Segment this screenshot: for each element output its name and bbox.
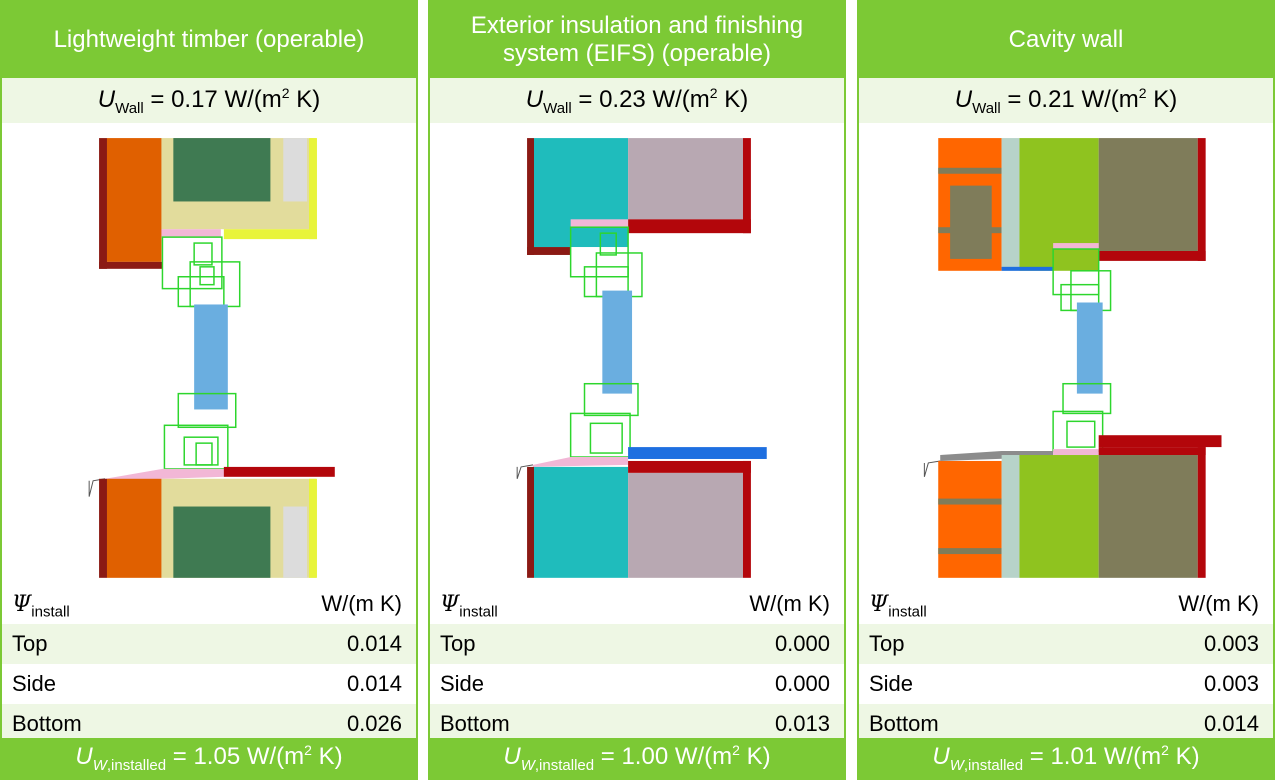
table-row: Top 0.003: [859, 624, 1273, 664]
mortar-joint: [938, 167, 1002, 174]
glass-pane: [194, 304, 228, 410]
window-frame-top: [161, 236, 241, 308]
panel-cavity-wall: Cavity wall UWall = 0.21 W/(m2 K): [857, 0, 1275, 780]
olive-block: [1098, 138, 1198, 251]
psi-header-row: Ψinstall W/(m K): [859, 584, 1273, 624]
green-insulation: [173, 138, 271, 202]
orange-board: [106, 138, 162, 262]
yellow-strip: [309, 138, 317, 240]
sill-pink: [533, 457, 629, 467]
cavity-air: [1001, 138, 1020, 271]
plaster-bottom: [1098, 250, 1206, 261]
glass-pane: [1076, 302, 1103, 394]
u-w-installed: UW,installed = 1.05 W/(m2 K): [2, 738, 416, 778]
u-wall-value: UWall = 0.21 W/(m2 K): [859, 78, 1273, 123]
lime-insulation-lower: [1019, 455, 1099, 578]
sill-line: [516, 464, 534, 479]
u-w-installed: UW,installed = 1.00 W/(m2 K): [430, 738, 844, 778]
mortar-joint: [938, 548, 1002, 555]
panel-title: Cavity wall: [859, 2, 1273, 78]
grey-cladding: [283, 138, 308, 202]
red-sill: [1098, 435, 1222, 448]
interior-lining: [99, 138, 107, 269]
blue-sill: [628, 447, 767, 459]
plaster-right: [1197, 138, 1206, 261]
psi-header-row: Ψinstall W/(m K): [430, 584, 844, 624]
table-row: Top 0.014: [2, 624, 416, 664]
render-top-lower: [628, 460, 751, 473]
pink-seal-bottom: [1053, 449, 1099, 456]
blue-lintel: [1001, 266, 1054, 271]
psi-header-row: Ψinstall W/(m K): [2, 584, 416, 624]
cavity-wall-section-drawing: [923, 138, 1222, 578]
table-row: Bottom 0.014: [859, 704, 1273, 744]
panel-title: Lightweight timber (operable): [2, 2, 416, 78]
yellow-strip-lower: [309, 478, 317, 578]
table-row: Bottom 0.013: [430, 704, 844, 744]
u-wall-value: UWall = 0.17 W/(m2 K): [2, 78, 416, 123]
teal-masonry: [533, 138, 629, 248]
mauve-insulation: [628, 138, 743, 220]
eifs-section-drawing: [516, 138, 767, 578]
interior-lining-lower: [99, 478, 107, 578]
cavity-air-lower: [1001, 455, 1020, 578]
plaster-right-lower: [1197, 447, 1206, 578]
render-right: [742, 138, 751, 234]
pink-seal-top: [570, 219, 629, 228]
grey-cladding-lower: [283, 506, 308, 578]
u-w-installed: UW,installed = 1.01 W/(m2 K): [859, 738, 1273, 778]
brick-outer-lower: [938, 460, 1002, 578]
pink-seal-top: [1053, 243, 1099, 250]
glass-pane: [602, 290, 633, 394]
mauve-insulation-lower: [628, 472, 743, 578]
panel-lightweight-timber: Lightweight timber (operable) UWall = 0.…: [0, 0, 418, 780]
sill-line: [923, 460, 941, 477]
green-insulation-lower: [173, 506, 271, 578]
pink-seal-top: [161, 229, 221, 238]
sill-grey: [940, 451, 1054, 461]
table-row: Top 0.000: [430, 624, 844, 664]
table-row: Side 0.000: [430, 664, 844, 704]
render-bottom: [628, 219, 751, 234]
table-row: Side 0.003: [859, 664, 1273, 704]
plaster-top-lower: [1098, 447, 1206, 456]
mortar-joint: [938, 498, 1002, 505]
brick-core: [950, 185, 992, 259]
orange-board-lower: [106, 478, 162, 578]
panel-title: Exterior insulation and finishing system…: [430, 2, 844, 78]
timber-section-drawing: [88, 138, 335, 578]
interior-lining-lower: [527, 466, 534, 578]
red-sill: [223, 466, 335, 477]
panel-eifs: Exterior insulation and finishing system…: [428, 0, 846, 780]
table-row: Bottom 0.026: [2, 704, 416, 744]
yellow-bottom: [223, 229, 317, 240]
window-frame-bottom: [569, 382, 639, 458]
render-right-lower: [742, 460, 751, 578]
u-wall-value: UWall = 0.23 W/(m2 K): [430, 78, 844, 123]
lime-insulation: [1019, 138, 1099, 271]
table-row: Side 0.014: [2, 664, 416, 704]
olive-block-lower: [1098, 455, 1198, 578]
interior-lining: [527, 138, 534, 255]
teal-masonry-lower: [533, 466, 629, 578]
brown-bottom-top: [527, 247, 571, 255]
brown-bottom-top: [99, 261, 163, 269]
